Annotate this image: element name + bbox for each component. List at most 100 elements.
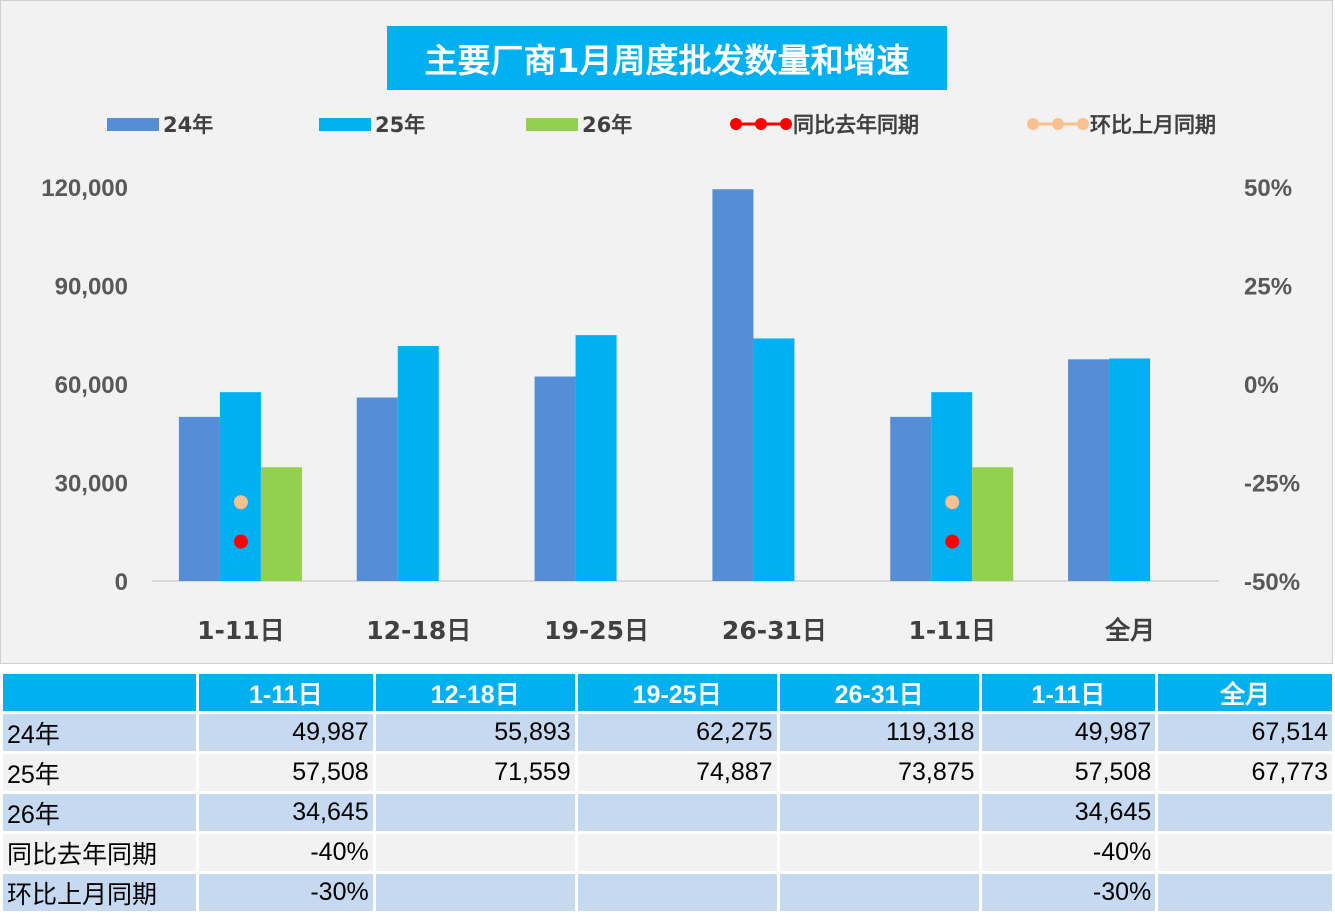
table-row: 同比去年同期 -40% -40%: [0, 831, 1335, 874]
y-left-tick-label: 60,000: [55, 372, 128, 399]
header-cell: 1-11日: [196, 671, 376, 714]
table-row: 25年 57,508 71,559 74,887 73,875 57,508 67,773: [0, 751, 1335, 794]
table-row: 26年 34,645 34,645: [0, 791, 1335, 834]
bar-25年: [397, 346, 439, 581]
bar-24年: [712, 189, 754, 581]
x-tick-label: 26-31日: [722, 616, 827, 645]
data-cell: 34,645: [196, 791, 376, 834]
legend-swatch: [526, 117, 578, 131]
legend-yoy: 同比去年同期: [729, 109, 919, 139]
legend-mom: 环比上月同期: [1026, 109, 1216, 139]
header-cell: 19-25日: [574, 671, 780, 714]
data-cell: 49,987: [978, 711, 1159, 754]
header-cell: 26-31日: [776, 671, 982, 714]
x-tick-label: 19-25日: [544, 616, 649, 645]
data-cell: -30%: [196, 871, 376, 914]
legend-24: 24年: [107, 109, 213, 139]
data-cell: [372, 831, 578, 874]
data-cell: 74,887: [574, 751, 780, 794]
header-cell: 12-18日: [372, 671, 578, 714]
data-cell: 环比上月同期: [0, 871, 199, 914]
table-row: 环比上月同期 -30% -30%: [0, 871, 1335, 914]
bar-24年: [178, 416, 220, 581]
point-同比去年同期: [945, 534, 960, 549]
data-cell: 62,275: [574, 711, 780, 754]
bar-25年: [1109, 358, 1151, 581]
legend-label: 环比上月同期: [1090, 113, 1216, 137]
y-right-tick-label: 0%: [1244, 372, 1279, 399]
data-cell: [776, 871, 982, 914]
data-cell: 26年: [0, 791, 199, 834]
bar-26年: [260, 467, 302, 581]
chart-title: 主要厂商1月周度批发数量和增速: [387, 26, 947, 90]
bar-25年: [219, 392, 261, 581]
bar-24年: [1068, 359, 1110, 581]
data-cell: 57,508: [978, 751, 1159, 794]
data-cell: [1155, 871, 1335, 914]
data-cell: [574, 791, 780, 834]
data-cell: 34,645: [978, 791, 1159, 834]
y-left-tick-label: 0: [115, 569, 128, 596]
bar-25年: [753, 338, 795, 581]
point-同比去年同期: [233, 534, 248, 549]
data-cell: 24年: [0, 711, 199, 754]
bar-24年: [534, 376, 576, 581]
x-tick-label: 12-18日: [366, 616, 471, 645]
y-right-tick-label: 25%: [1244, 274, 1292, 301]
data-cell: -30%: [978, 871, 1159, 914]
bar-24年: [356, 397, 398, 581]
data-cell: [372, 791, 578, 834]
table-row: 1-11日 12-18日 19-25日 26-31日 1-11日 全月: [0, 671, 1335, 714]
bar-25年: [931, 392, 973, 581]
data-cell: [1155, 831, 1335, 874]
data-cell: 119,318: [776, 711, 982, 754]
data-cell: [1155, 791, 1335, 834]
legend-swatch: [107, 117, 159, 131]
bar-25年: [575, 335, 617, 581]
point-环比上月同期: [945, 495, 960, 510]
legend-label: 25年: [375, 113, 426, 137]
data-cell: 57,508: [196, 751, 376, 794]
x-tick-label: 1-11日: [197, 616, 285, 645]
data-cell: [574, 831, 780, 874]
data-cell: [574, 871, 780, 914]
y-right-tick-label: 50%: [1244, 175, 1292, 202]
data-cell: 25年: [0, 751, 199, 794]
x-tick-label: 1-11日: [908, 616, 996, 645]
header-cell: 1-11日: [978, 671, 1159, 714]
x-tick-label: 全月: [1104, 616, 1155, 645]
data-cell: 49,987: [196, 711, 376, 754]
legend-line-marker: [730, 118, 792, 130]
legend-label: 同比去年同期: [793, 113, 919, 137]
data-cell: [372, 871, 578, 914]
legend-26: 26年: [526, 109, 632, 139]
legend-label: 24年: [163, 113, 214, 137]
data-cell: -40%: [978, 831, 1159, 874]
data-cell: [776, 831, 982, 874]
data-cell: 67,773: [1155, 751, 1335, 794]
legend-line-marker: [1027, 118, 1089, 130]
plot-svg: 0 30,000 60,000 90,000 120,000 -50% -25% 0% 25% 5…: [41, 175, 1300, 645]
point-环比上月同期: [233, 495, 248, 510]
table-row: 24年 49,987 55,893 62,275 119,318 49,987 67,514: [0, 711, 1335, 754]
bar-26年: [972, 467, 1014, 581]
bar-24年: [890, 416, 932, 581]
header-cell: 全月: [1155, 671, 1335, 714]
data-cell: 55,893: [372, 711, 578, 754]
data-cell: 同比去年同期: [0, 831, 199, 874]
legend-25: 25年: [319, 109, 425, 139]
data-cell: 71,559: [372, 751, 578, 794]
data-cell: 73,875: [776, 751, 982, 794]
y-right-tick-label: -25%: [1244, 471, 1300, 498]
data-cell: 67,514: [1155, 711, 1335, 754]
y-right-tick-label: -50%: [1244, 569, 1300, 596]
data-cell: [776, 791, 982, 834]
data-cell: -40%: [196, 831, 376, 874]
header-cell: [0, 671, 199, 714]
y-left-tick-label: 120,000: [41, 175, 128, 202]
data-table: 1-11日 12-18日 19-25日 26-31日 1-11日 全月 24年 49,987 5…: [0, 671, 1335, 914]
y-left-tick-label: 30,000: [55, 471, 128, 498]
y-left-tick-label: 90,000: [55, 274, 128, 301]
chart-area: 主要厂商1月周度批发数量和增速 24年 25年 26年 同比去年同期 环比上月同…: [0, 0, 1333, 664]
legend-swatch: [319, 117, 371, 131]
